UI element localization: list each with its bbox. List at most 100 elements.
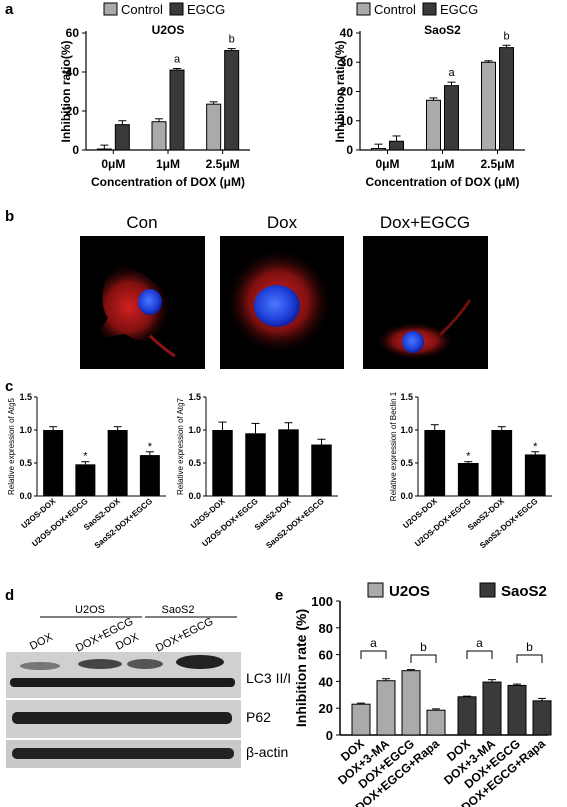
legend-label: EGCG [187,2,225,17]
micrograph-label-con: Con [126,213,157,232]
micrograph-label-dox-egcg: Dox+EGCG [380,213,470,232]
x-tick-label: 0μM [101,157,125,171]
bar [491,430,513,496]
bar [96,148,112,151]
significance-label: * [533,441,538,453]
panel-label-b: b [5,208,14,225]
significance-label: a [174,53,181,65]
y-tick-label: 1.0 [400,425,413,435]
y-tick-label: 1.0 [19,425,32,435]
micrograph-con [80,236,205,369]
y-tick-label: 100 [311,594,333,609]
y-tick-label: 40 [319,674,333,689]
legend-swatch [169,2,184,16]
chart-title: U2OS [152,23,185,37]
y-tick-label: 60 [66,26,80,40]
legend-label: U2OS [389,583,430,600]
x-tick-label: 2.5μM [206,157,240,171]
bar [206,103,222,151]
significance-label: * [83,451,88,463]
y-tick-label: 1.5 [400,392,413,402]
blot-group-saos2: SaoS2 [161,604,194,616]
y-tick-label: 80 [319,621,333,636]
panel-label-a: a [5,1,14,18]
bar [311,444,332,496]
y-tick-label: 30 [340,55,354,69]
y-tick-label: 1.0 [188,425,201,435]
y-tick-label: 0.0 [400,491,413,501]
y-axis-label: Inhibition ratio(%) [333,41,347,143]
bar [376,680,396,736]
significance-bracket [466,650,493,659]
x-tick-label: U2OS-DOX+EGCG [200,497,259,549]
bar [426,99,441,151]
y-tick-label: 20 [319,701,333,716]
y-tick-label: 10 [340,114,354,128]
chart-u2os-inhibition: 0 20 40 60 0μM 1μM a 2.5μM b U2OS Concentration of… [59,2,250,189]
legend-swatch [356,2,371,16]
blot-row-lc3: LC3 II/I [246,670,291,686]
y-tick-label: 1.5 [188,392,201,402]
legend-label: SaoS2 [501,583,547,600]
significance-label: * [148,441,153,453]
y-axis-label: Relative expression of Beclin 1 [389,391,398,501]
significance-label: a [370,636,377,650]
y-tick-label: 0 [326,728,333,743]
significance-bracket [360,650,387,659]
bar [444,85,459,151]
blot-row-p62: P62 [246,709,271,725]
significance-label: b [503,30,509,42]
bar [389,140,404,151]
y-axis-label: Inhibition ratio(%) [59,41,73,143]
bar [278,429,299,496]
bar [245,433,266,496]
significance-label: a [448,67,455,79]
legend-label: EGCG [440,2,478,17]
legend-swatch [367,582,384,598]
chart-atg5: 0.00.51.01.5U2OS-DOX*U2OS-DOX+EGCGSaoS2-… [7,392,166,550]
bar [457,696,477,736]
bar [114,124,130,151]
bar [424,430,446,496]
x-tick-label: 2.5μM [480,157,514,171]
bar [507,684,527,736]
blot-lane-label: DOX+EGCG [154,616,215,655]
bar [151,121,167,151]
y-tick-label: 0.0 [188,491,201,501]
chart-saos2-inhibition: 0 10 20 30 40 0μM 1μM a 2.5μM b SaoS2 Concentration… [333,2,525,189]
bar [212,430,233,496]
y-tick-label: 20 [340,85,354,99]
bar [43,430,64,496]
legend-label: Control [374,2,416,17]
western-blot: U2OS SaoS2 DOX DOX+EGCG DOX DOX+EGCG LC3… [6,604,291,768]
legend-swatch [422,2,437,16]
x-tick-label: SaoS2-DOX+EGCG [264,497,325,551]
x-tick-label: U2OS-DOX+EGCG [413,497,472,549]
y-tick-label: 60 [319,648,333,663]
significance-label: b [229,34,235,46]
panel-label-c: c [5,378,13,395]
bar [482,681,502,736]
micrograph-dox-egcg [363,236,488,369]
x-tick-label: SaoS2-DOX+EGCG [478,497,539,551]
bar [169,69,185,151]
bar [224,50,240,151]
x-tick-label: 1μM [156,157,180,171]
y-axis-label: Relative expression of Atg7 [176,397,185,494]
chart-title: SaoS2 [424,23,461,37]
bar [481,61,496,151]
chart-beclin1: 0.00.51.01.5U2OS-DOX*U2OS-DOX+EGCGSaoS2-… [389,391,552,550]
legend-swatch [479,582,496,598]
y-tick-label: 0.5 [188,458,201,468]
y-tick-label: 0.5 [400,458,413,468]
micrograph-dox [220,236,344,369]
significance-label: a [476,636,483,650]
bar [371,148,386,151]
y-tick-label: 20 [66,104,80,118]
y-axis-label: Inhibition rate (%) [293,609,309,727]
significance-bracket [516,654,543,663]
y-tick-label: 40 [340,26,354,40]
panel-label-d: d [5,587,14,604]
bar [426,709,446,736]
x-tick-label: 1μM [430,157,454,171]
